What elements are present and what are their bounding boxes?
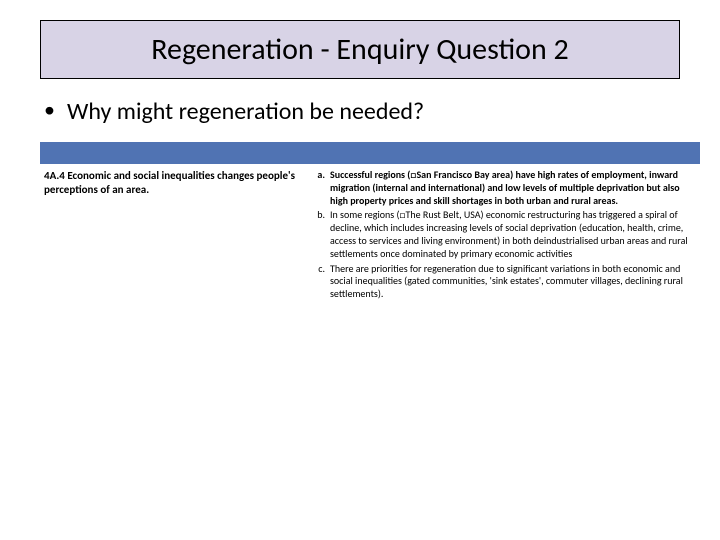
table-header-right [310,142,700,164]
right-cell-list: a. Successful regions (□San Francisco Ba… [314,169,696,301]
list-text: In some regions (□The Rust Belt, USA) ec… [330,209,696,260]
slide-title: Regeneration - Enquiry Question 2 [61,31,659,68]
list-marker: c. [314,263,330,301]
list-text: There are priorities for regeneration du… [330,263,696,301]
list-marker: a. [314,169,330,207]
table-cell-left: 4A.4 Economic and social inequalities ch… [40,164,310,313]
table-header-left [40,142,310,164]
list-item: c. There are priorities for regeneration… [314,263,696,301]
table-body-row: 4A.4 Economic and social inequalities ch… [40,164,700,313]
slide: Regeneration - Enquiry Question 2 • Why … [0,0,720,540]
list-marker: b. [314,209,330,260]
table-header-row [40,142,700,164]
content-table: 4A.4 Economic and social inequalities ch… [40,142,700,313]
list-text: Successful regions (□San Francisco Bay a… [330,169,696,207]
title-box: Regeneration - Enquiry Question 2 [40,20,680,79]
list-item: a. Successful regions (□San Francisco Ba… [314,169,696,207]
main-bullet-text: Why might regeneration be needed? [67,97,424,126]
list-item: b. In some regions (□The Rust Belt, USA)… [314,209,696,260]
left-cell-text: 4A.4 Economic and social inequalities ch… [44,169,306,197]
bullet-dot: • [44,97,55,123]
table-cell-right: a. Successful regions (□San Francisco Ba… [310,164,700,313]
main-bullet: • Why might regeneration be needed? [44,97,676,126]
